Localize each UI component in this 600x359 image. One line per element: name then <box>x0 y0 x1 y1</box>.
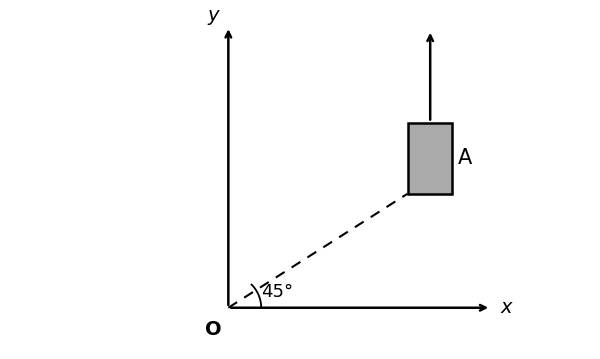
Text: 45°: 45° <box>261 283 293 300</box>
Bar <box>407 122 452 194</box>
Text: y: y <box>208 6 219 25</box>
Text: O: O <box>205 320 222 339</box>
Text: A: A <box>458 148 473 168</box>
Text: x: x <box>500 298 512 317</box>
